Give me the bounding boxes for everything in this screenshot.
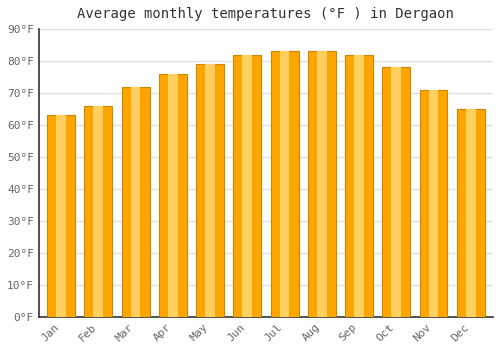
- Bar: [317, 51, 326, 317]
- Bar: [420, 90, 448, 317]
- Bar: [428, 90, 438, 317]
- Bar: [457, 109, 484, 317]
- Title: Average monthly temperatures (°F ) in Dergaon: Average monthly temperatures (°F ) in De…: [78, 7, 454, 21]
- Bar: [234, 55, 262, 317]
- Bar: [94, 106, 104, 317]
- Bar: [270, 51, 298, 317]
- Bar: [56, 116, 66, 317]
- Bar: [47, 116, 75, 317]
- Bar: [130, 86, 140, 317]
- Bar: [354, 55, 364, 317]
- Bar: [280, 51, 289, 317]
- Bar: [84, 106, 112, 317]
- Bar: [168, 74, 177, 317]
- Bar: [205, 64, 215, 317]
- Bar: [308, 51, 336, 317]
- Bar: [392, 68, 401, 317]
- Bar: [382, 68, 410, 317]
- Bar: [196, 64, 224, 317]
- Bar: [122, 86, 150, 317]
- Bar: [466, 109, 475, 317]
- Bar: [242, 55, 252, 317]
- Bar: [345, 55, 373, 317]
- Bar: [159, 74, 187, 317]
